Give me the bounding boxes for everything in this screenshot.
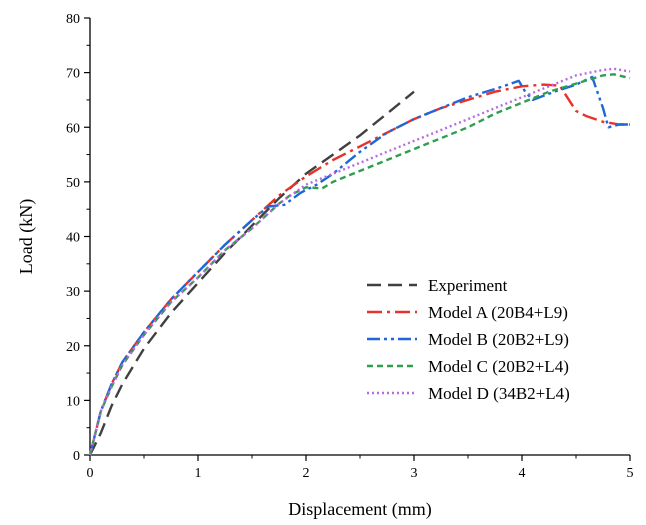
x-tick-label: 2	[303, 466, 310, 481]
plot-area	[88, 67, 631, 456]
y-tick-label: 0	[73, 449, 80, 464]
legend: Experiment Model A (20B4+L9) Model B (20B2…	[367, 276, 570, 403]
x-axis-title: Displacement (mm)	[288, 499, 431, 520]
y-tick-label: 30	[66, 285, 80, 300]
legend-label-3: Model C (20B2+L4)	[428, 357, 569, 376]
legend-label-1: Model A (20B4+L9)	[428, 303, 568, 322]
x-tick-label: 5	[627, 466, 634, 481]
x-tick-label: 3	[411, 466, 418, 481]
series-line-4	[88, 67, 631, 456]
y-tick-label: 40	[66, 231, 80, 246]
x-tick-label: 1	[195, 466, 202, 481]
x-tick-label: 0	[87, 466, 94, 481]
y-tick-label: 60	[66, 121, 80, 136]
legend-label-0: Experiment	[428, 276, 508, 295]
x-tick-label: 4	[519, 466, 526, 481]
y-axis-title: Load (kN)	[16, 199, 37, 274]
y-tick-label: 70	[66, 67, 80, 82]
y-tick-label: 20	[66, 340, 80, 355]
series-line-0	[88, 90, 415, 456]
y-tick-label: 80	[66, 12, 80, 27]
y-tick-label: 10	[66, 394, 80, 409]
legend-label-2: Model B (20B2+L9)	[428, 330, 569, 349]
series-line-1	[88, 83, 630, 456]
y-tick-label: 50	[66, 176, 80, 191]
legend-label-4: Model D (34B2+L4)	[428, 384, 570, 403]
